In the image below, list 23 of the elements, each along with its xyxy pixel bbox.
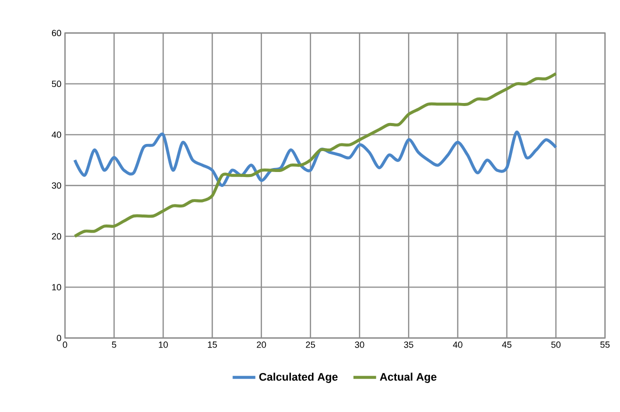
- y-tick-label: 10: [52, 284, 62, 290]
- x-tick-label: 55: [600, 342, 610, 348]
- x-tick-label: 40: [452, 342, 462, 348]
- x-tick-label: 15: [208, 342, 217, 348]
- y-tick-label: 20: [52, 233, 62, 240]
- x-tick-label: 20: [256, 342, 266, 348]
- legend-label: Actual Age: [380, 372, 436, 383]
- y-tick-label: 0: [56, 334, 62, 342]
- x-tick-label: 5: [112, 342, 116, 348]
- line-series: [73, 130, 558, 187]
- x-tick-label: 50: [551, 342, 561, 348]
- legend-label: Calculated Age: [259, 372, 338, 383]
- y-tick-label: 60: [52, 30, 62, 36]
- y-tick-label: 40: [52, 131, 62, 138]
- x-tick-label: 10: [158, 342, 168, 348]
- x-tick-label: 30: [354, 342, 364, 348]
- y-tick-label: 30: [52, 182, 62, 189]
- x-tick-label: 35: [404, 342, 414, 348]
- x-tick-label: 45: [502, 342, 512, 348]
- x-tick-label: 25: [306, 342, 316, 348]
- y-tick-label: 50: [52, 80, 62, 88]
- x-tick-label: 0: [62, 342, 68, 348]
- line-series: [73, 72, 558, 238]
